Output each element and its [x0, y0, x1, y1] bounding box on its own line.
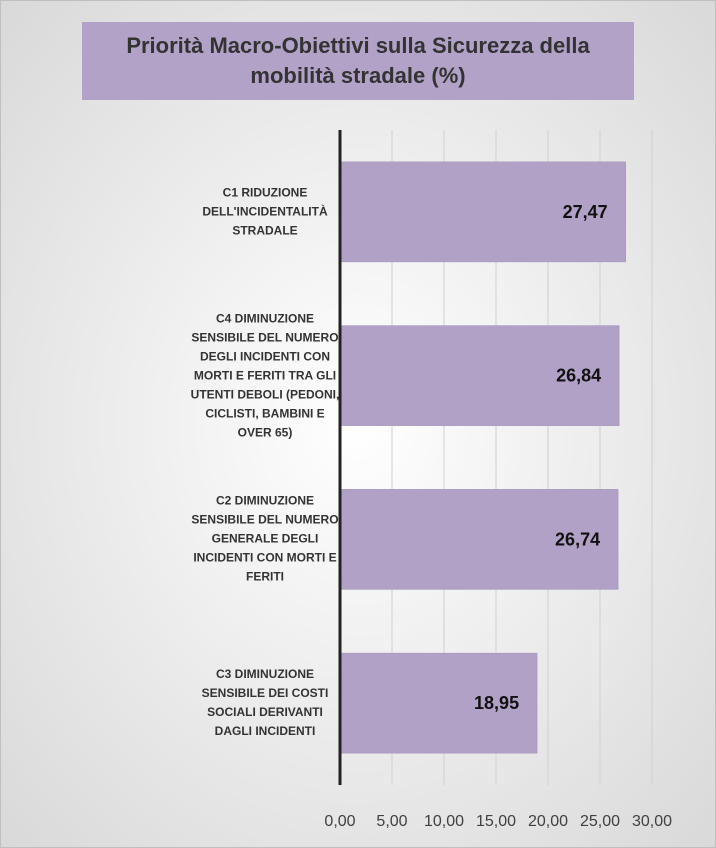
category-label: C2 DIMINUZIONE SENSIBILE DEL NUMERO GENE… — [191, 493, 339, 584]
bar — [339, 325, 620, 426]
data-label: 26,84 — [556, 366, 601, 386]
data-label: 26,74 — [555, 529, 600, 549]
x-tick-label: 10,00 — [424, 813, 464, 830]
bar — [339, 161, 626, 263]
category-label: C1 RIDUZIONE DELL'INCIDENTALITÀ STRADALE — [202, 185, 328, 238]
data-label: 18,95 — [474, 693, 519, 713]
x-tick-label: 15,00 — [476, 813, 516, 830]
data-label: 27,47 — [563, 202, 608, 222]
bar — [339, 489, 619, 590]
category-label: C3 DIMINUZIONE SENSIBILE DEI COSTI SOCIA… — [201, 667, 329, 739]
x-tick-label: 25,00 — [580, 813, 620, 830]
x-tick-label: 30,00 — [632, 813, 672, 830]
x-tick-label: 0,00 — [324, 813, 355, 830]
bar — [339, 652, 538, 754]
x-tick-label: 5,00 — [376, 813, 407, 830]
chart-title: Priorità Macro-Obiettivi sulla Sicurezza… — [82, 22, 634, 100]
category-label: C4 DIMINUZIONE SENSIBILE DEL NUMERO DEGL… — [190, 311, 340, 440]
x-tick-label: 20,00 — [528, 813, 568, 830]
